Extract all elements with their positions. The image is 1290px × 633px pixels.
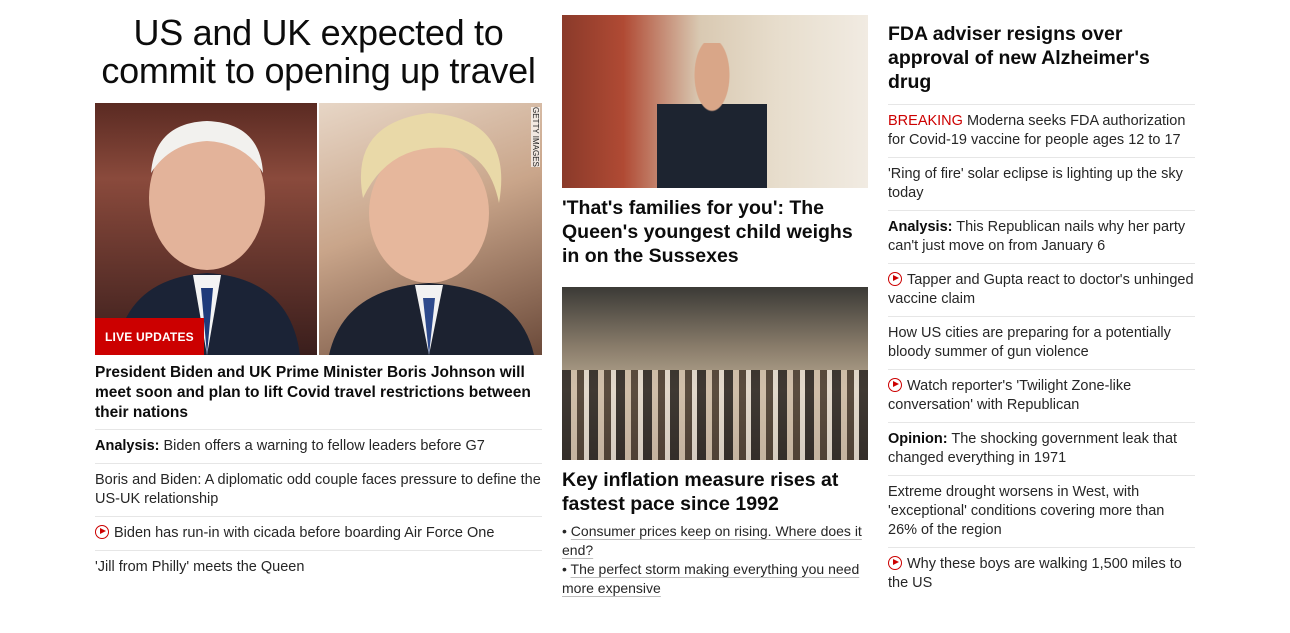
- link-republican-analysis[interactable]: Analysis: This Republican nails why her …: [888, 211, 1195, 264]
- bullet-text: Consumer prices keep on rising. Where do…: [562, 523, 862, 558]
- link-text: Biden has run-in with cicada before boar…: [114, 525, 495, 541]
- bullet-text: The perfect storm making everything you …: [562, 561, 860, 596]
- live-updates-badge[interactable]: LIVE UPDATES: [95, 318, 204, 355]
- link-boys-walking-video[interactable]: Why these boys are walking 1,500 miles t…: [888, 548, 1195, 600]
- related-link-analysis[interactable]: Analysis: Biden offers a warning to fell…: [95, 430, 542, 464]
- prince-edward-image[interactable]: [562, 15, 868, 188]
- johnson-figure: [329, 113, 534, 355]
- lead-image[interactable]: GETTY IMAGES LIVE UPDATES: [95, 103, 542, 355]
- link-gun-violence[interactable]: How US cities are preparing for a potent…: [888, 317, 1195, 370]
- related-link-cicada-video[interactable]: Biden has run-in with cicada before boar…: [95, 517, 542, 551]
- shopping-street-image[interactable]: [562, 287, 868, 460]
- link-text: This Republican nails why her party can'…: [888, 219, 1186, 254]
- link-text: How US cities are preparing for a potent…: [888, 325, 1171, 360]
- crowd-figures: [562, 370, 868, 460]
- right-column: FDA adviser resigns over approval of new…: [888, 0, 1195, 600]
- video-play-icon: [888, 378, 902, 392]
- johnson-photo: GETTY IMAGES: [319, 103, 542, 355]
- breaking-label: BREAKING: [888, 113, 963, 129]
- fda-headline[interactable]: FDA adviser resigns over approval of new…: [888, 22, 1195, 105]
- link-moderna[interactable]: BREAKING Moderna seeks FDA authorization…: [888, 105, 1195, 158]
- link-opinion-leak[interactable]: Opinion: The shocking government leak th…: [888, 423, 1195, 476]
- link-text: Why these boys are walking 1,500 miles t…: [888, 556, 1182, 591]
- video-play-icon: [95, 525, 109, 539]
- video-play-icon: [888, 556, 902, 570]
- bullet-item[interactable]: • Consumer prices keep on rising. Where …: [562, 523, 862, 558]
- video-play-icon: [888, 272, 902, 286]
- link-tapper-gupta-video[interactable]: Tapper and Gupta react to doctor's unhin…: [888, 264, 1195, 317]
- bullet-item[interactable]: • The perfect storm making everything yo…: [562, 561, 860, 596]
- link-twilight-zone-video[interactable]: Watch reporter's 'Twilight Zone-like con…: [888, 370, 1195, 423]
- link-text: Boris and Biden: A diplomatic odd couple…: [95, 472, 541, 507]
- related-link-jill-queen[interactable]: 'Jill from Philly' meets the Queen: [95, 551, 542, 584]
- link-eclipse[interactable]: 'Ring of fire' solar eclipse is lighting…: [888, 158, 1195, 211]
- link-text: Moderna seeks FDA authorization for Covi…: [888, 113, 1186, 148]
- opinion-prefix: Opinion:: [888, 431, 948, 447]
- link-text: 'Ring of fire' solar eclipse is lighting…: [888, 166, 1183, 201]
- link-text: 'Jill from Philly' meets the Queen: [95, 559, 305, 575]
- link-text: Watch reporter's 'Twilight Zone-like con…: [888, 378, 1132, 413]
- biden-photo: [95, 103, 317, 355]
- families-headline[interactable]: 'That's families for you': The Queen's y…: [562, 197, 853, 267]
- link-text: Extreme drought worsens in West, with 'e…: [888, 484, 1165, 538]
- image-credit: GETTY IMAGES: [531, 107, 540, 167]
- lead-related-links: Analysis: Biden offers a warning to fell…: [95, 430, 542, 584]
- prince-edward-figure: [657, 43, 767, 188]
- lead-headline[interactable]: US and UK expected to commit to opening …: [101, 12, 536, 91]
- link-drought[interactable]: Extreme drought worsens in West, with 'e…: [888, 476, 1195, 548]
- link-text: Biden offers a warning to fellow leaders…: [163, 438, 485, 454]
- inflation-headline[interactable]: Key inflation measure rises at fastest p…: [562, 469, 839, 515]
- middle-column: 'That's families for you': The Queen's y…: [562, 0, 868, 598]
- link-text: Tapper and Gupta react to doctor's unhin…: [888, 272, 1194, 307]
- related-link-odd-couple[interactable]: Boris and Biden: A diplomatic odd couple…: [95, 464, 542, 517]
- lead-description[interactable]: President Biden and UK Prime Minister Bo…: [95, 363, 542, 430]
- analysis-prefix: Analysis:: [888, 219, 953, 235]
- link-text: The shocking government leak that change…: [888, 431, 1178, 466]
- right-column-links: BREAKING Moderna seeks FDA authorization…: [888, 105, 1195, 600]
- analysis-prefix: Analysis:: [95, 438, 160, 454]
- lead-story-column: US and UK expected to commit to opening …: [95, 0, 542, 584]
- inflation-bullets: • Consumer prices keep on rising. Where …: [562, 522, 868, 598]
